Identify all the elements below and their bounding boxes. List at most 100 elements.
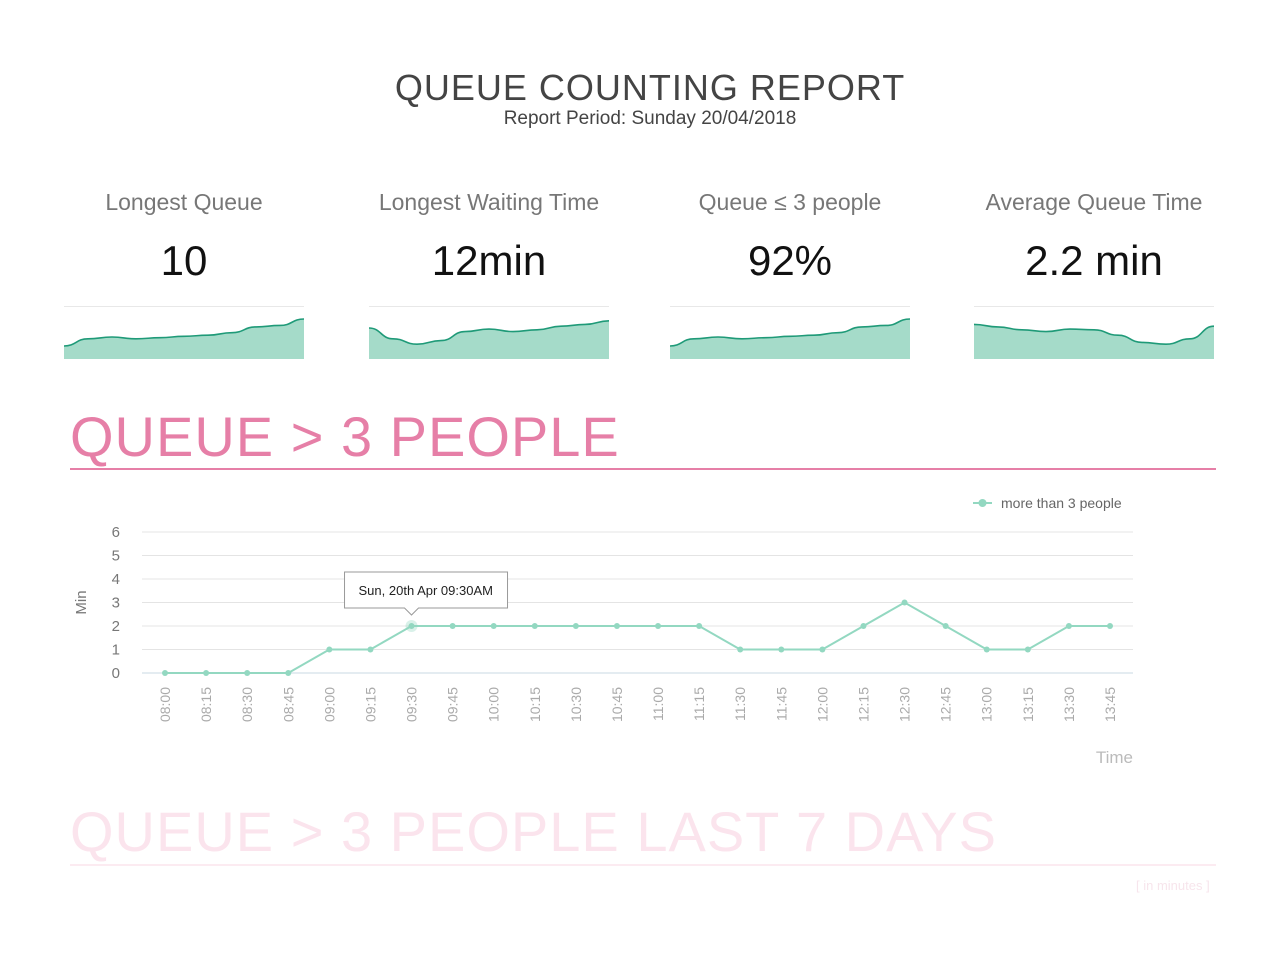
- data-point: [901, 599, 908, 606]
- y-tick-label: 5: [112, 548, 120, 565]
- data-point: [531, 623, 538, 629]
- x-tick-label: 12:00: [814, 687, 830, 722]
- data-point: [572, 623, 579, 629]
- kpi-sparkline: [64, 318, 304, 359]
- kpi-divider: [670, 306, 910, 307]
- x-tick-label: 08:15: [198, 687, 214, 722]
- x-tick-label: 13:30: [1061, 687, 1077, 722]
- kpi-value: 92%: [747, 237, 833, 284]
- queue-line-chart: 0 1 2 3 4 5 6 Min Time 08:00 08:15 08:30 08:45 09:00 0…: [60, 485, 1160, 775]
- sparkline-area: [369, 320, 609, 359]
- kpi-queue-under-3: Queue ≤ 3 people 92%: [670, 186, 910, 359]
- x-tick-label: 11:45: [773, 687, 789, 721]
- sparkline-line: [369, 320, 609, 346]
- kpi-divider: [369, 306, 609, 307]
- data-point: [737, 646, 744, 653]
- y-tick-label: 1: [112, 642, 120, 659]
- kpi-sparkline: [974, 323, 1214, 359]
- x-tick-label: 10:30: [568, 687, 584, 722]
- sparkline-line: [670, 318, 910, 347]
- x-tick-label: 12:30: [897, 687, 913, 722]
- kpi-divider: [974, 306, 1214, 307]
- data-point: [613, 623, 620, 629]
- x-tick-label: 12:45: [938, 687, 954, 722]
- kpi-value: 10: [160, 237, 208, 284]
- legend-marker: [978, 499, 987, 507]
- y-tick-label: 4: [112, 571, 120, 588]
- x-tick-label: 09:30: [404, 687, 420, 722]
- data-point: [326, 646, 333, 653]
- report-period: Report Period: Sunday 20/04/2018: [503, 108, 797, 129]
- x-axis-label: Time: [1096, 748, 1133, 767]
- data-point: [449, 623, 456, 629]
- data-point: [1107, 623, 1113, 629]
- data-point: [367, 646, 374, 653]
- units-note: [ in minutes ]: [1136, 878, 1210, 893]
- chart-svg: 0 1 2 3 4 5 6 Min Time 08:00 08:15 08:30 08:45 09:00 0…: [73, 495, 1133, 767]
- kpi-value: 2.2 min: [1025, 237, 1163, 284]
- kpi-divider: [64, 306, 304, 307]
- kpi-longest-waiting-time: Longest Waiting Time 12min: [369, 186, 609, 359]
- x-tick-label: 10:00: [486, 687, 502, 722]
- highlight-point: [405, 620, 418, 632]
- x-tick-label: 09:00: [321, 687, 337, 722]
- data-point: [1065, 623, 1072, 629]
- data-point: [778, 646, 785, 653]
- series-line: [165, 601, 1110, 674]
- sparkline-line: [974, 323, 1214, 346]
- data-point: [819, 646, 826, 653]
- x-tick-label: 11:30: [732, 687, 748, 721]
- x-tick-label: 09:15: [362, 687, 378, 722]
- data-point: [983, 646, 990, 653]
- kpi-label: Longest Queue: [105, 189, 263, 215]
- x-tick-label: 11:00: [650, 687, 666, 721]
- kpi-sparkline: [369, 320, 609, 359]
- data-point: [285, 670, 292, 676]
- x-tick-label: 10:15: [527, 687, 543, 722]
- section-rule: [70, 864, 1216, 866]
- data-point: [1024, 646, 1031, 653]
- kpi-longest-queue: Longest Queue 10: [64, 186, 304, 359]
- data-point: [942, 623, 949, 629]
- kpi-value: 12min: [431, 237, 547, 284]
- x-tick-label: 08:00: [157, 687, 173, 722]
- x-tick-label: 13:15: [1020, 687, 1036, 722]
- sparkline-line: [64, 318, 304, 347]
- x-tick-label: 08:45: [280, 687, 296, 722]
- kpi-sparkline: [670, 318, 910, 359]
- x-tick-label: 12:15: [855, 687, 871, 722]
- kpi-average-queue-time: Average Queue Time 2.2 min: [974, 186, 1214, 359]
- section-rule: [70, 468, 1216, 470]
- report-header: QUEUE COUNTING REPORT Report Period: Sun…: [0, 66, 1280, 130]
- data-point: [655, 623, 662, 629]
- kpi-label: Longest Waiting Time: [378, 189, 600, 215]
- section-title-last-7-days: QUEUE > 3 PEOPLE LAST 7 DAYS: [70, 800, 997, 863]
- sparkline-area: [974, 324, 1214, 359]
- y-tick-label: 3: [112, 595, 120, 612]
- y-axis-label: Min: [73, 590, 90, 614]
- sparkline-area: [64, 319, 304, 359]
- tooltip-box: [344, 571, 509, 616]
- sparkline-area: [670, 319, 910, 359]
- x-tick-label: 13:00: [979, 687, 995, 722]
- data-point: [162, 670, 168, 676]
- data-point: [408, 623, 415, 629]
- kpi-label: Average Queue Time: [985, 189, 1203, 215]
- x-tick-label: 11:15: [691, 687, 707, 721]
- y-tick-label: 6: [112, 524, 120, 541]
- x-tick-label: 09:45: [445, 687, 461, 722]
- section-title-queue: QUEUE > 3 PEOPLE: [70, 405, 620, 468]
- kpi-label: Queue ≤ 3 people: [698, 189, 882, 215]
- report-title: QUEUE COUNTING REPORT: [394, 67, 906, 108]
- x-tick-label: 13:45: [1102, 687, 1118, 722]
- y-tick-label: 0: [112, 665, 120, 682]
- y-tick-label: 2: [112, 618, 120, 635]
- x-tick-label: 08:30: [239, 687, 255, 722]
- data-point: [490, 623, 497, 629]
- legend-label: more than 3 people: [1001, 495, 1122, 511]
- data-point: [203, 670, 210, 676]
- x-tick-label: 10:45: [609, 687, 625, 722]
- tooltip-text: Sun, 20th Apr 09:30AM: [359, 583, 493, 598]
- data-point: [860, 623, 867, 629]
- data-point: [244, 670, 251, 676]
